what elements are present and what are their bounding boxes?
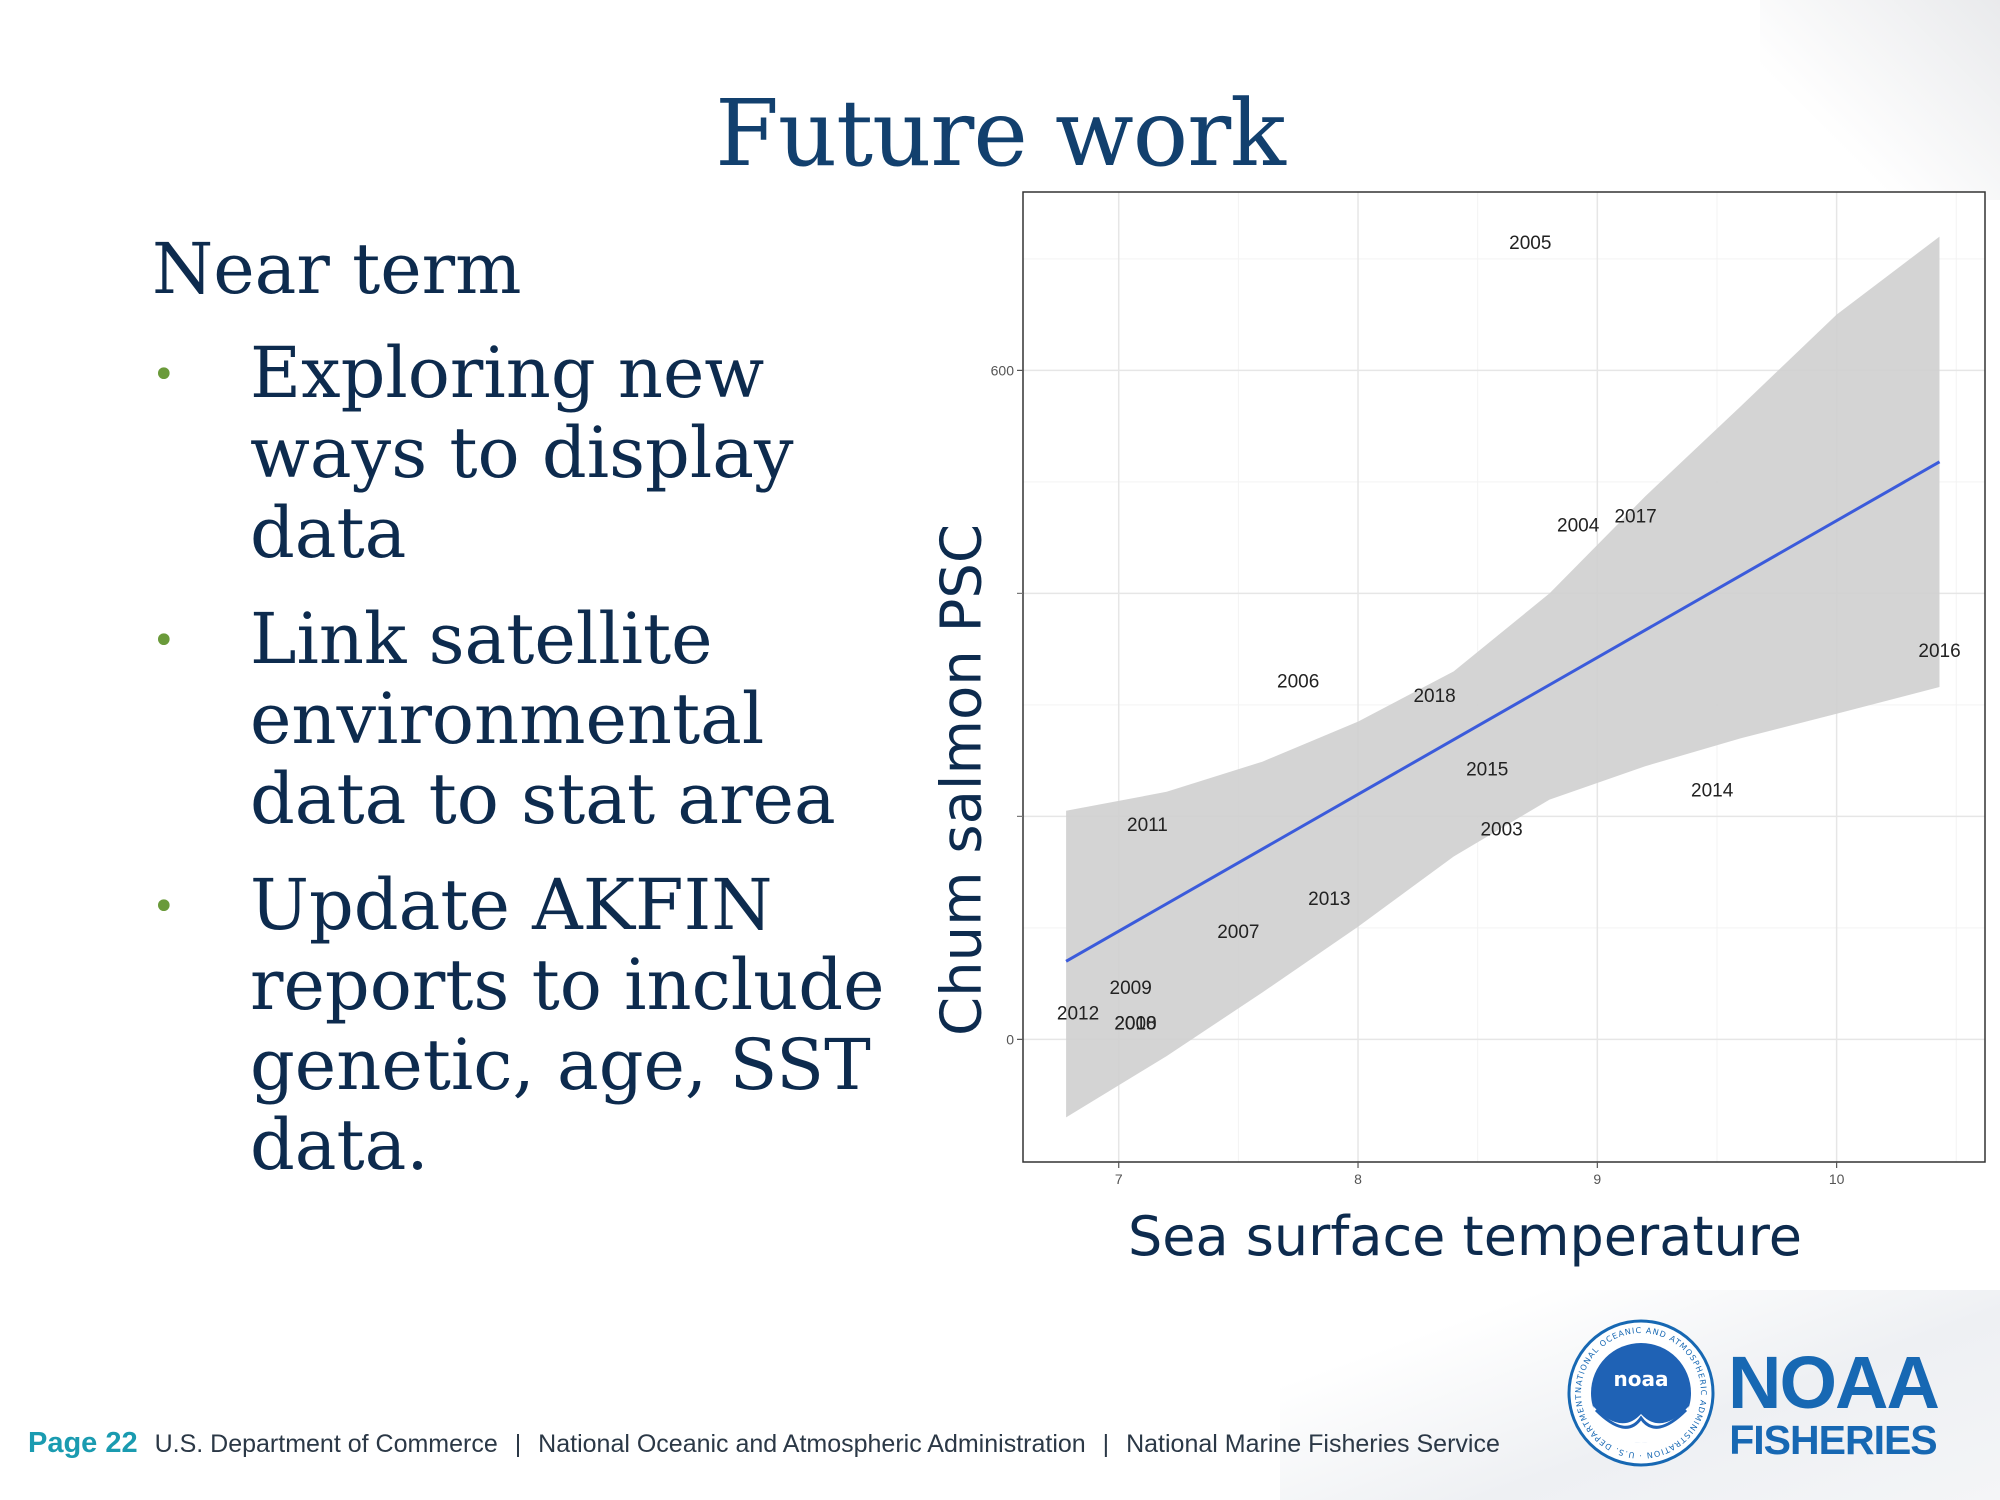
corner-decoration [1760,0,2000,200]
bullet-item: • Update AKFIN reports to include geneti… [148,865,928,1185]
noaa-fisheries-wordmark: NOAA FISHERIES [1728,1341,1940,1463]
x-tick-label: 8 [1354,1171,1362,1187]
section-heading: Near term [152,228,522,310]
x-tick-label: 10 [1829,1171,1845,1187]
data-point-label: 2016 [1918,641,1960,662]
data-point-label: 2012 [1057,1004,1099,1025]
data-point-label: 2003 [1480,820,1522,841]
y-tick-label: 600 [991,362,1015,378]
slide-title: Future work [715,80,1286,187]
x-tick-label: 7 [1115,1171,1123,1187]
data-point-label: 2011 [1127,815,1168,836]
footer-service: National Marine Fisheries Service [1126,1430,1500,1458]
bullet-dot-icon: • [152,884,176,930]
data-point-label: 2008 [1114,1014,1156,1035]
data-point-label: 2005 [1509,233,1551,254]
y-axis-title: Chum salmon PSC [929,523,995,1037]
footer-separator: | [514,1430,522,1458]
regression-line [1065,460,1941,963]
plot-border [1022,191,1986,1163]
bullet-text: Exploring new ways to display data [250,332,794,574]
footer: Page 22 U.S. Department of Commerce | Na… [28,1427,1500,1460]
scatter-chart: 7 8 9 10 0 600 2005 2004 2017 2016 2006 2018 2015 201… [900,180,2000,1290]
data-point-label: 2010 [1114,1014,1156,1035]
data-point-label: 2009 [1110,978,1152,999]
emblem-text: noaa [1614,1367,1669,1391]
bullet-text: Link satellite environmental data to sta… [250,598,836,840]
bullet-dot-icon: • [152,352,176,398]
data-point-label: 2015 [1466,759,1508,780]
footer-separator: | [1102,1430,1110,1458]
data-point-label: 2006 [1277,671,1319,692]
data-point-label: 2007 [1217,922,1259,943]
chart-canvas: 7 8 9 10 0 600 2005 2004 2017 2016 2006 2018 2015 201… [991,191,1986,1187]
data-point-label: 2013 [1308,889,1350,910]
footer-department: U.S. Department of Commerce [154,1430,498,1458]
footer-agency: National Oceanic and Atmospheric Adminis… [538,1430,1086,1458]
data-point-label: 2018 [1413,686,1455,707]
confidence-band [1066,236,1940,1118]
data-point-label: 2004 [1557,515,1600,536]
x-axis-title: Sea surface temperature [1128,1205,1802,1268]
bullet-text: Update AKFIN reports to include genetic,… [250,864,885,1186]
data-point-label: 2017 [1614,506,1656,527]
bullet-item: • Link satellite environmental data to s… [148,599,928,839]
x-tick-label: 9 [1593,1171,1601,1187]
page-number: Page 22 [28,1427,138,1459]
bullet-item: • Exploring new ways to display data [148,333,928,573]
brand-noaa: NOAA [1728,1341,1940,1424]
brand-fisheries: FISHERIES [1729,1417,1937,1463]
bullet-dot-icon: • [152,618,176,664]
y-tick-label: 0 [1006,1031,1014,1047]
bullet-list: • Exploring new ways to display data • L… [148,333,928,1211]
noaa-emblem-logo: NATIONAL OCEANIC AND ATMOSPHERIC ADMINIS… [1566,1318,1715,1467]
data-point-label: 2014 [1691,781,1734,802]
